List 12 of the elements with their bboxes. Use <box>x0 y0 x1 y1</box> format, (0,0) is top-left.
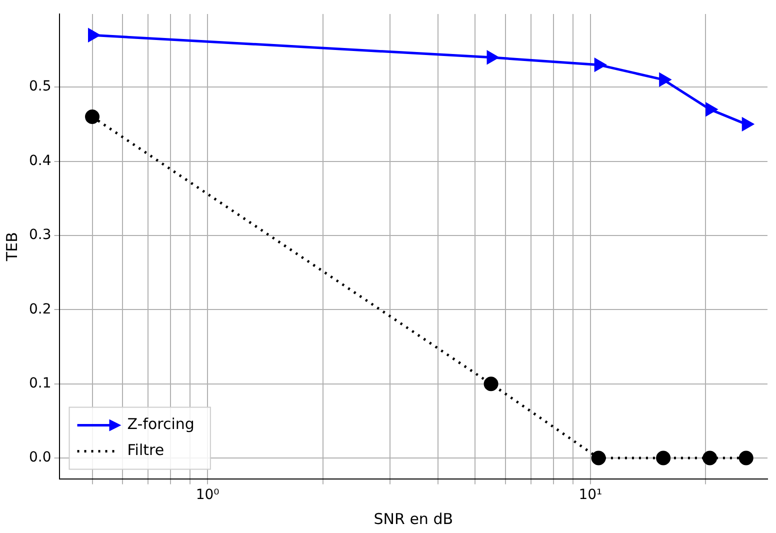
y-tick-label: 0.5 <box>29 78 52 95</box>
x-axis-title: SNR en dB <box>374 510 454 528</box>
y-tick-label: 0.3 <box>29 227 52 244</box>
y-tick-label: 0.1 <box>29 376 52 392</box>
y-tick-label: 0.0 <box>29 450 52 466</box>
x-tick-label: 10¹ <box>578 487 602 504</box>
legend-label: Z-forcing <box>127 415 194 434</box>
x-tick-label: 10⁰ <box>196 487 220 504</box>
y-axis-title: TEB <box>2 232 21 262</box>
y-tick-label: 0.2 <box>29 301 52 318</box>
legend-label: Filtre <box>127 441 164 460</box>
y-tick-label: 0.4 <box>29 152 52 169</box>
